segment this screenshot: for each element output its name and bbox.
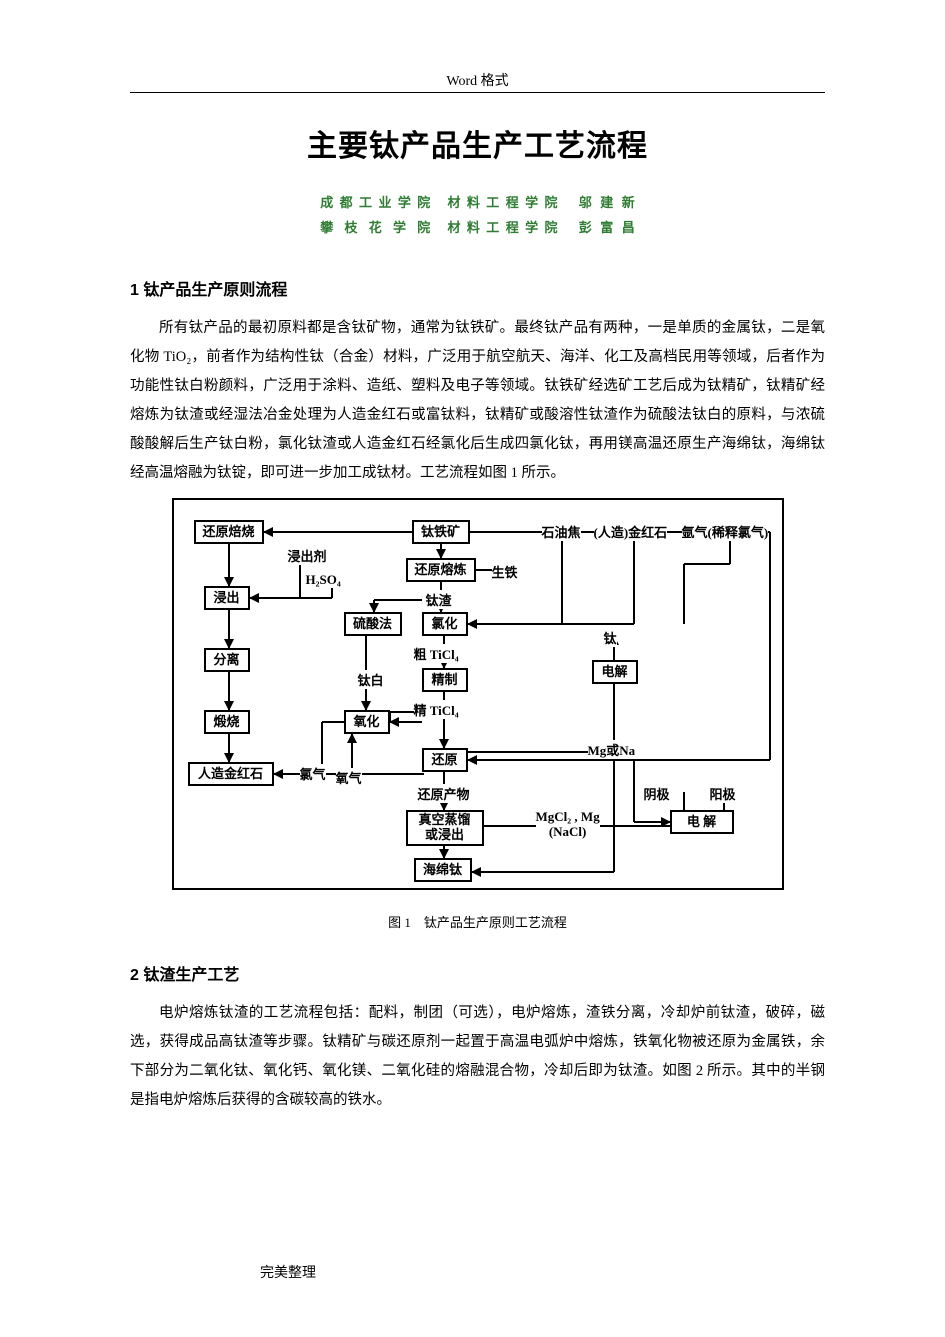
section-2-heading: 2 钛渣生产工艺 [130,961,825,985]
flow-node-n_jc: 浸出 [204,586,250,610]
figure-1-caption: 图 1 钛产品生产原则工艺流程 [130,912,825,931]
author-block: 成都工业学院 材料工程学院 邬建新 攀枝花学院 材料工程学院 彭富昌 [130,191,825,240]
flowchart-canvas: 还原焙烧浸出分离煅烧人造金红石 钛铁矿还原熔炼硫酸法氯化精制氧化还原真空蒸馏 或浸… [172,498,784,890]
document-title: 主要钛产品生产工艺流程 [130,121,825,165]
flow-label-l_cticl4: 粗 TiCl₄ [414,644,459,663]
page-header-rule [130,92,825,93]
document-page: Word 格式 主要钛产品生产工艺流程 成都工业学院 材料工程学院 邬建新 攀枝… [0,0,945,1337]
author-department: 材料工程学院 [448,191,558,216]
flow-label-l_rzjhs2: (人造)金红石 [594,522,668,541]
figure-1-flowchart: 还原焙烧浸出分离煅烧人造金红石 钛铁矿还原熔炼硫酸法氯化精制氧化还原真空蒸馏 或浸… [172,498,784,890]
flow-label-l_lq: 氯气 [300,764,326,783]
page-footer-label: 完美整理 [260,1262,316,1282]
author-institution: 攀枝花学院 [320,216,430,241]
page-header-label: Word 格式 [130,70,825,90]
flow-label-l_mgcl2: MgCl₂ , Mg(NaCl) [536,810,600,839]
section-2-paragraph: 电炉熔炼钛渣的工艺流程包括：配料，制团（可选），电炉熔炼，渣铁分离，冷却炉前钛渣… [130,999,825,1115]
section-1-heading: 1 钛产品生产原则流程 [130,276,825,300]
flow-node-n_jz: 精制 [422,668,468,692]
flow-label-l_st: 生铁 [492,562,518,581]
flow-label-l_hycw: 还原产物 [418,784,470,803]
flow-label-l_mgna: Mg或Na [588,740,636,759]
flow-node-n_hs: 煅烧 [204,710,250,734]
flow-label-l_tb: 钛白 [358,670,384,689]
author-row-1: 成都工业学院 材料工程学院 邬建新 [130,191,825,216]
author-row-2: 攀枝花学院 材料工程学院 彭富昌 [130,216,825,241]
flow-node-n_zkzl: 真空蒸馏 或浸出 [406,810,484,846]
author-institution: 成都工业学院 [320,191,430,216]
flow-label-l_yinji: 阴极 [644,784,670,803]
flow-label-l_ti: 钛 [604,628,617,647]
flow-node-n_lsf: 硫酸法 [344,612,402,636]
flow-node-n_lh: 氯化 [422,612,468,636]
flow-node-n_fl: 分离 [204,648,250,672]
author-name: 彭富昌 [579,216,635,241]
flow-node-n_ttk: 钛铁矿 [412,520,470,544]
section-1-paragraph: 所有钛产品的最初原料都是含钛矿物，通常为钛铁矿。最终钛产品有两种，一是单质的金属… [130,314,825,488]
flow-node-n_dj2: 电 解 [670,810,734,834]
flow-label-l_argas: 氩气(稀释氯气) [682,522,769,541]
flow-label-l_jcj: 浸出剂 [288,546,327,565]
flow-node-n_hy: 还原 [422,748,468,772]
flow-label-l_h2so4: H₂SO₄ [306,572,341,588]
flow-node-n_hysp: 还原焙烧 [194,520,264,544]
flow-label-l_syj: 石油焦 [542,522,581,541]
flow-node-n_dj1: 电解 [592,660,638,684]
flow-node-n_rzjhs: 人造金红石 [188,762,274,786]
flow-label-l_yangji: 阳极 [710,784,736,803]
flow-label-l_yq: 氧气 [336,768,362,787]
flow-label-l_tz: 钛渣 [426,590,452,609]
flow-node-n_hyrl: 还原熔炼 [406,558,476,582]
author-name: 邬建新 [579,191,635,216]
flow-node-n_hmt: 海绵钛 [414,858,472,882]
author-department: 材料工程学院 [448,216,558,241]
flow-node-n_yh: 氧化 [344,710,390,734]
flow-label-l_jticl4: 精 TiCl₄ [414,700,459,719]
